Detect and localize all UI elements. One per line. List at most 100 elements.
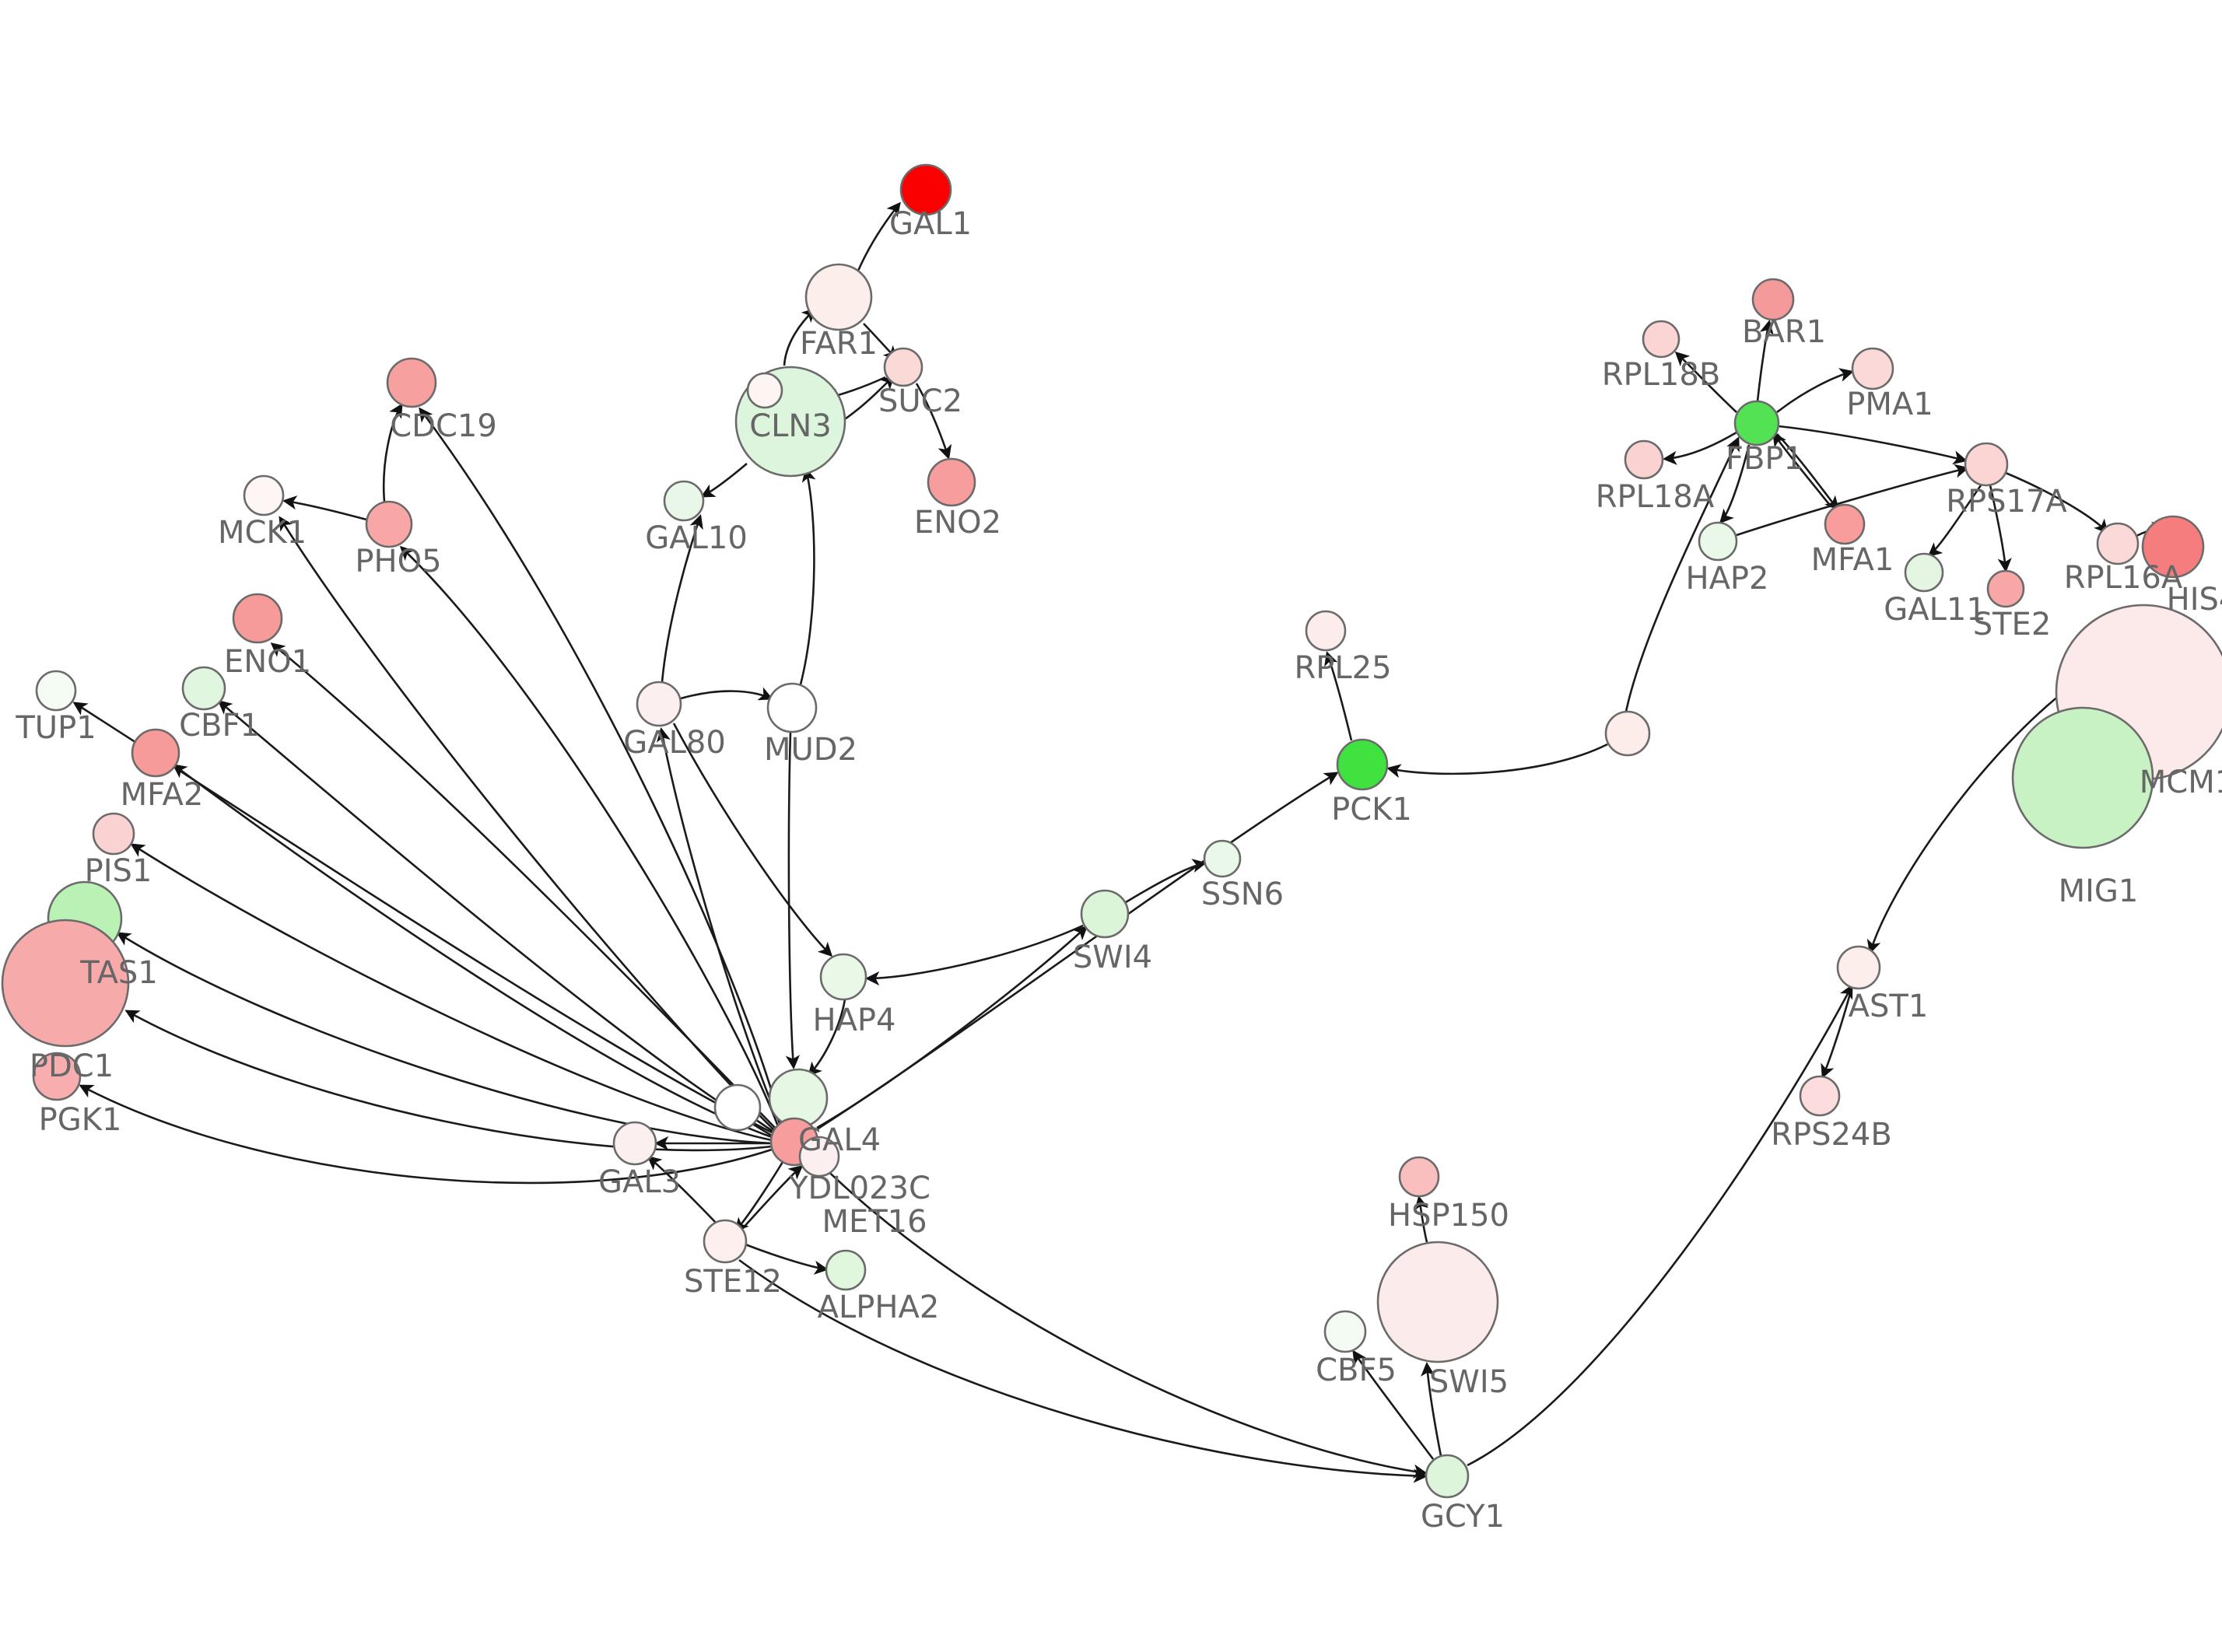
- node-RPS24B[interactable]: [1799, 1075, 1841, 1117]
- edge-AST1SRC-to-FBP1: [1624, 436, 1740, 712]
- node-label-CDC19: CDC19: [390, 408, 497, 444]
- node-label-GAL1: GAL1: [889, 206, 972, 242]
- edge-FBP1-to-HAP2: [1719, 444, 1751, 524]
- node-label-RPL18B: RPL18B: [1602, 357, 1721, 393]
- node-HIS4[interactable]: [2141, 515, 2205, 579]
- node-HAP4[interactable]: [819, 953, 867, 1001]
- edge-AST1-to-RPS24B: [1821, 987, 1853, 1079]
- node-YDL023C[interactable]: [798, 1136, 840, 1178]
- edge-GAL4-to-ENO1: [270, 642, 777, 1130]
- node-layer: [1, 163, 2222, 1499]
- edge-GAL4-to-CBF1: [217, 700, 773, 1137]
- node-MCK1[interactable]: [243, 474, 285, 516]
- node-RPL25[interactable]: [1305, 610, 1347, 652]
- node-label-TAS1: TAS1: [79, 955, 158, 991]
- node-PGK1[interactable]: [32, 1052, 82, 1101]
- node-AST1[interactable]: [1836, 945, 1881, 990]
- node-label-TUP1: TUP1: [15, 710, 96, 746]
- node-ALPHA2[interactable]: [825, 1249, 867, 1291]
- node-label-GAL4: GAL4: [798, 1122, 881, 1158]
- node-GAL11[interactable]: [1904, 552, 1944, 593]
- node-GAL10[interactable]: [663, 480, 705, 522]
- node-label-MIG1: MIG1: [2059, 873, 2139, 909]
- node-label-RPL16A: RPL16A: [2064, 560, 2183, 596]
- node-label-GAL3: GAL3: [598, 1164, 681, 1200]
- node-RPL18B[interactable]: [1642, 320, 1681, 359]
- edge-HAP2-to-RPS17A: [1736, 464, 1969, 537]
- edge-RPS17A-to-STE2: [1989, 485, 2012, 573]
- node-PCK1[interactable]: [1336, 738, 1389, 791]
- node-SUC2[interactable]: [883, 347, 923, 387]
- node-label-ENO2: ENO2: [914, 505, 1001, 541]
- edge-RPS17A-to-GAL11: [1927, 485, 1982, 557]
- node-label-PIS1: PIS1: [85, 853, 152, 889]
- edge-GAL4-to-PCK1: [816, 772, 1339, 1131]
- edge-GAL4-to-TAS1: [116, 932, 773, 1145]
- edge-MCM1-to-AST1: [1866, 691, 2064, 954]
- node-SSN6[interactable]: [1203, 839, 1242, 878]
- edge-GAL4-to-PIS1: [130, 843, 773, 1142]
- node-AST1SRC[interactable]: [1604, 710, 1651, 757]
- node-label-HIS4: HIS4: [2167, 582, 2222, 618]
- node-RPL16A[interactable]: [2096, 522, 2140, 565]
- node-HAP2[interactable]: [1698, 521, 1738, 562]
- node-HSP150[interactable]: [1398, 1156, 1440, 1198]
- node-label-SSN6: SSN6: [1201, 877, 1284, 912]
- node-CDC19[interactable]: [386, 357, 437, 408]
- edge-STE12-to-ALPHA2: [745, 1243, 829, 1275]
- node-STE2[interactable]: [1986, 569, 2025, 608]
- node-ENO1[interactable]: [232, 593, 283, 644]
- node-SWI4[interactable]: [1080, 889, 1130, 939]
- node-label-RPL25: RPL25: [1294, 650, 1391, 686]
- node-CLN3IN[interactable]: [746, 372, 783, 409]
- node-PMA1[interactable]: [1851, 347, 1894, 390]
- node-label-GAL80: GAL80: [623, 725, 726, 761]
- node-PIS1[interactable]: [92, 812, 135, 856]
- node-GAL1[interactable]: [899, 163, 952, 216]
- node-MFA1[interactable]: [1824, 503, 1866, 545]
- node-STE12[interactable]: [703, 1219, 748, 1264]
- node-GCY1[interactable]: [1425, 1454, 1470, 1499]
- node-PDC1[interactable]: [1, 919, 130, 1048]
- node-label-RPS17A: RPS17A: [1946, 484, 2067, 520]
- node-MUD2[interactable]: [766, 682, 818, 733]
- node-label-HAP2: HAP2: [1685, 561, 1768, 597]
- node-label-MET16: MET16: [822, 1204, 927, 1240]
- node-MFA2[interactable]: [131, 728, 180, 778]
- edge-GAL4-to-PGK1: [79, 1084, 773, 1185]
- node-FAR1[interactable]: [804, 263, 873, 331]
- node-ENO2[interactable]: [927, 457, 976, 507]
- node-label-CLN3: CLN3: [749, 408, 832, 444]
- edge-STE12-to-GCY1: [738, 1258, 1428, 1483]
- edge-AST1SRC-to-PCK1: [1386, 743, 1608, 779]
- edge-MUD2-to-CLN3: [799, 467, 816, 685]
- label-layer: GAL1 BAR1 RPL18B PMA1 FAR1 FBP1 CDC19 SUC2 CLN3 R…: [15, 206, 2222, 1535]
- node-label-SWI5: SWI5: [1429, 1364, 1509, 1400]
- node-CDC39[interactable]: [713, 1083, 762, 1132]
- node-RPL18A[interactable]: [1624, 439, 1664, 480]
- node-CBF1[interactable]: [181, 666, 226, 711]
- node-label-MCK1: MCK1: [218, 515, 307, 551]
- edge-PCK1-to-RPL25: [1324, 651, 1353, 741]
- edge-GAL4-to-MFA2: [172, 764, 773, 1139]
- edge-GAL80-to-MUD2: [680, 687, 773, 701]
- node-label-STE12: STE12: [684, 1264, 782, 1300]
- node-FBP1[interactable]: [1733, 400, 1780, 446]
- node-CBF5[interactable]: [1323, 1310, 1367, 1353]
- node-RPS17A[interactable]: [1964, 442, 2009, 487]
- edge-FBP1-to-RPL18A: [1662, 431, 1737, 465]
- node-label-AST1: AST1: [1849, 989, 1929, 1024]
- edge-GAL4-to-GCY1: [815, 1158, 1428, 1479]
- node-TUP1[interactable]: [35, 670, 77, 712]
- node-SWI5[interactable]: [1376, 1241, 1499, 1363]
- node-BAR1[interactable]: [1751, 278, 1795, 321]
- edge-RPS17A-to-RPL16A: [2005, 471, 2109, 534]
- node-GAL80[interactable]: [636, 681, 682, 727]
- node-MIG1[interactable]: [2011, 706, 2154, 849]
- node-GAL3[interactable]: [612, 1121, 657, 1166]
- node-label-CBF1: CBF1: [179, 708, 260, 744]
- edge-SWI5-to-HSP150: [1414, 1195, 1428, 1243]
- node-PHO5[interactable]: [365, 500, 413, 548]
